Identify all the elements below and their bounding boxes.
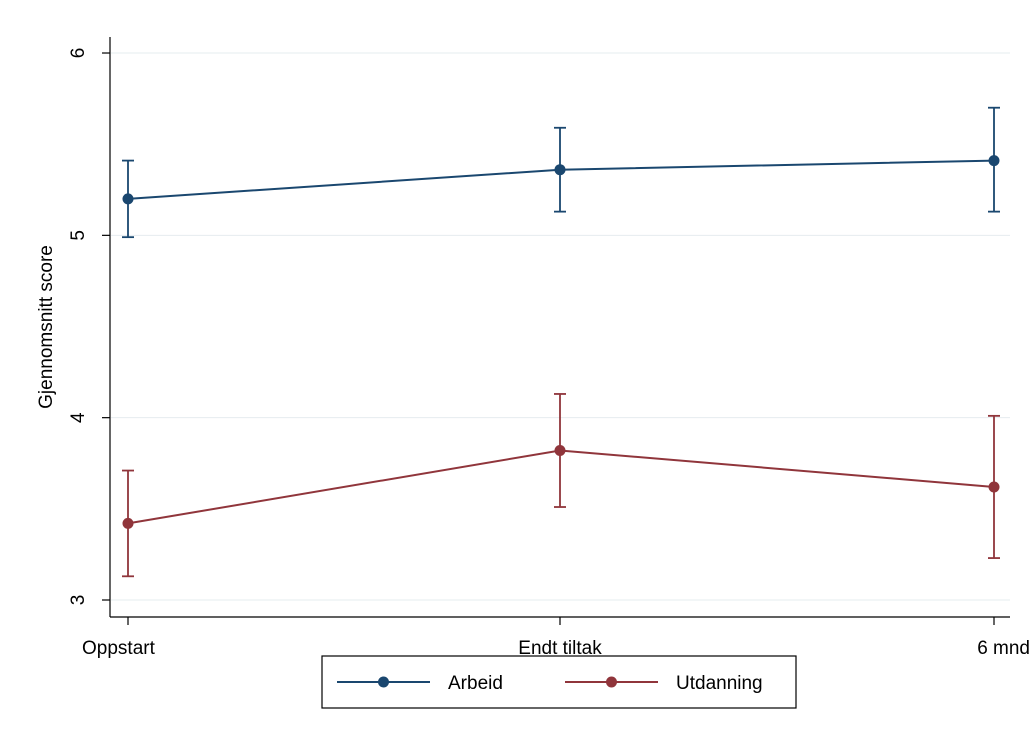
legend-label: Utdanning — [676, 673, 763, 694]
series — [122, 106, 1000, 578]
gridlines — [111, 52, 1010, 601]
x-tick-label: Endt tiltak — [518, 638, 602, 659]
series-line — [127, 449, 995, 525]
legend-marker — [378, 676, 389, 688]
data-point — [554, 444, 566, 456]
x-ticks: Oppstart Endt tiltak 6 mnd — [82, 617, 1030, 659]
legend-box — [321, 655, 797, 709]
y-tick-label: 5 — [68, 230, 89, 241]
data-point — [988, 155, 1000, 167]
series-arbeid — [122, 106, 1000, 239]
y-ticks: 3 4 5 6 — [68, 48, 110, 606]
y-tick-label: 3 — [68, 595, 89, 606]
y-tick-label: 4 — [68, 412, 89, 423]
data-point — [122, 193, 134, 205]
legend: Arbeid Utdanning — [321, 655, 797, 709]
x-tick-label: 6 mnd — [977, 638, 1030, 659]
y-tick-label: 6 — [68, 48, 89, 59]
x-tick-label: Oppstart — [82, 638, 156, 659]
data-point — [988, 481, 1000, 493]
y-axis-title: Gjennomsnitt score — [36, 245, 57, 409]
data-point — [554, 164, 566, 176]
legend-marker — [606, 676, 617, 688]
axes — [109, 37, 1010, 618]
series-utdanning — [122, 393, 1000, 578]
legend-label: Arbeid — [448, 673, 503, 694]
data-point — [122, 517, 134, 529]
